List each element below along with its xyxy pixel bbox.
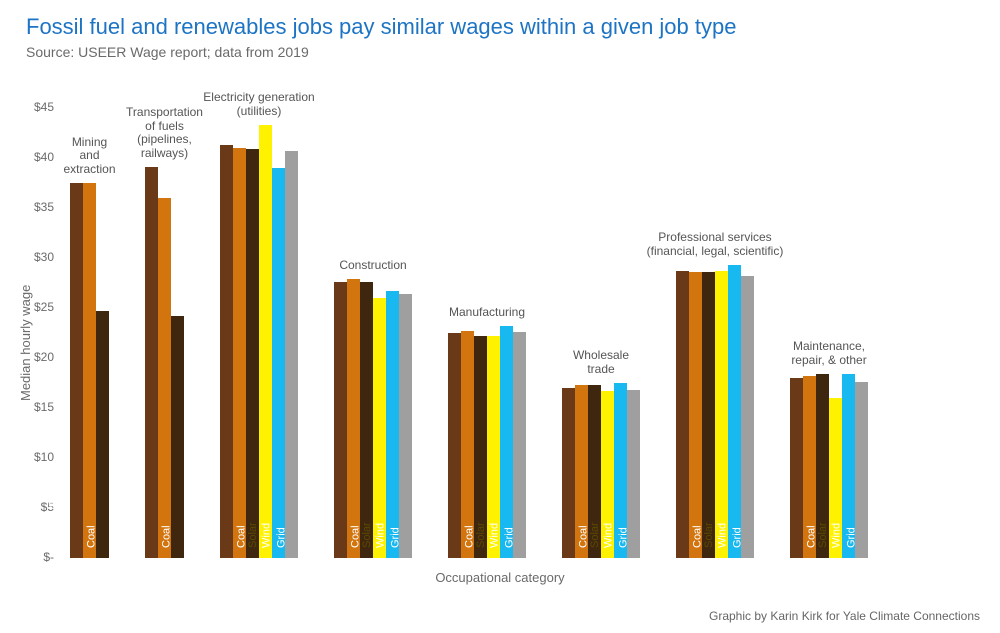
bar-label: Grid [275, 527, 287, 548]
bar-label: Coal [349, 525, 361, 548]
group-title: Manufacturing [418, 306, 556, 320]
bar-label: Coal [691, 525, 703, 548]
y-tick-label: $20 [12, 350, 54, 364]
bar-grid: Grid [513, 332, 526, 558]
chart-credit: Graphic by Karin Kirk for Yale Climate C… [709, 609, 980, 623]
bar-petroleum: Petroleum [220, 145, 233, 558]
bar-label: Wind [488, 523, 500, 548]
group-title: Maintenance,repair, & other [760, 340, 898, 368]
bar-label: Coal [85, 525, 97, 548]
bar-label: Grid [731, 527, 743, 548]
bar-label: Solar [247, 522, 259, 548]
y-tick-label: $- [12, 550, 54, 564]
chart-title: Fossil fuel and renewables jobs pay simi… [26, 14, 736, 40]
y-tick-label: $25 [12, 300, 54, 314]
bar-wind: Wind [500, 326, 513, 558]
bar-solar: Solar [259, 125, 272, 558]
plot-area: $-$5$10$15$20$25$30$35$40$45Miningandext… [60, 108, 980, 558]
bar-grid: Grid [741, 276, 754, 558]
bar-natural-gas: Natural gas [347, 279, 360, 558]
group-title: Professional services(financial, legal, … [646, 231, 784, 259]
bar-natural-gas: Natural gas [233, 148, 246, 558]
y-tick-label: $10 [12, 450, 54, 464]
bar-label: Natural gas [433, 492, 445, 548]
y-tick-label: $45 [12, 100, 54, 114]
bar-solar: Solar [373, 298, 386, 558]
x-axis-label: Occupational category [0, 570, 1000, 585]
bar-label: Natural gas [130, 492, 142, 548]
bar-label: Natural gas [775, 492, 787, 548]
bar-natural-gas: Natural gas [83, 183, 96, 558]
y-tick-label: $30 [12, 250, 54, 264]
bar-label: Coal [235, 525, 247, 548]
bar-wind: Wind [728, 265, 741, 558]
bar-coal: Coal [246, 149, 259, 558]
bar-label: Solar [475, 522, 487, 548]
bar-label: Solar [817, 522, 829, 548]
bar-coal: Coal [360, 282, 373, 558]
bar-label: Wind [260, 523, 272, 548]
bar-solar: Solar [715, 271, 728, 558]
chart-source: Source: USEER Wage report; data from 201… [26, 44, 309, 60]
bar-petroleum: Petroleum [334, 282, 347, 558]
bar-label: Coal [577, 525, 589, 548]
bar-petroleum: Petroleum [790, 378, 803, 558]
group-title: Wholesaletrade [532, 349, 670, 377]
bar-coal: Coal [171, 316, 184, 558]
bar-grid: Grid [855, 382, 868, 558]
bar-petroleum: Petroleum [448, 333, 461, 558]
bar-petroleum: Petroleum [676, 271, 689, 558]
bar-wind: Wind [272, 168, 285, 558]
bar-petroleum: Petroleum [145, 167, 158, 558]
y-tick-label: $15 [12, 400, 54, 414]
bar-natural-gas: Natural gas [461, 331, 474, 558]
bar-label: Wind [374, 523, 386, 548]
bar-label: Coal [463, 525, 475, 548]
bar-coal: Coal [702, 272, 715, 558]
bar-label: Natural gas [205, 492, 217, 548]
bar-wind: Wind [386, 291, 399, 558]
bar-grid: Grid [285, 151, 298, 558]
bar-label: Wind [830, 523, 842, 548]
bar-label: Solar [589, 522, 601, 548]
bar-label: Coal [805, 525, 817, 548]
bar-natural-gas: Natural gas [158, 198, 171, 558]
bar-label: Grid [617, 527, 629, 548]
bar-label: Natural gas [55, 492, 67, 548]
chart-container: Fossil fuel and renewables jobs pay simi… [0, 0, 1000, 633]
bar-label: Wind [602, 523, 614, 548]
bar-grid: Grid [399, 294, 412, 558]
bar-label: Natural gas [319, 492, 331, 548]
bar-coal: Coal [96, 311, 109, 558]
y-tick-label: $35 [12, 200, 54, 214]
bar-label: Grid [503, 527, 515, 548]
bar-label: Natural gas [547, 492, 559, 548]
bar-label: Solar [361, 522, 373, 548]
group-title: Construction [304, 259, 442, 273]
bar-label: Coal [160, 525, 172, 548]
bar-label: Grid [389, 527, 401, 548]
bar-label: Natural gas [661, 492, 673, 548]
group-title: Electricity generation(utilities) [190, 91, 328, 119]
bar-petroleum: Petroleum [70, 183, 83, 558]
bar-natural-gas: Natural gas [689, 272, 702, 558]
bar-label: Grid [845, 527, 857, 548]
bar-petroleum: Petroleum [562, 388, 575, 558]
bar-label: Solar [703, 522, 715, 548]
bar-label: Wind [716, 523, 728, 548]
bar-grid: Grid [627, 390, 640, 558]
